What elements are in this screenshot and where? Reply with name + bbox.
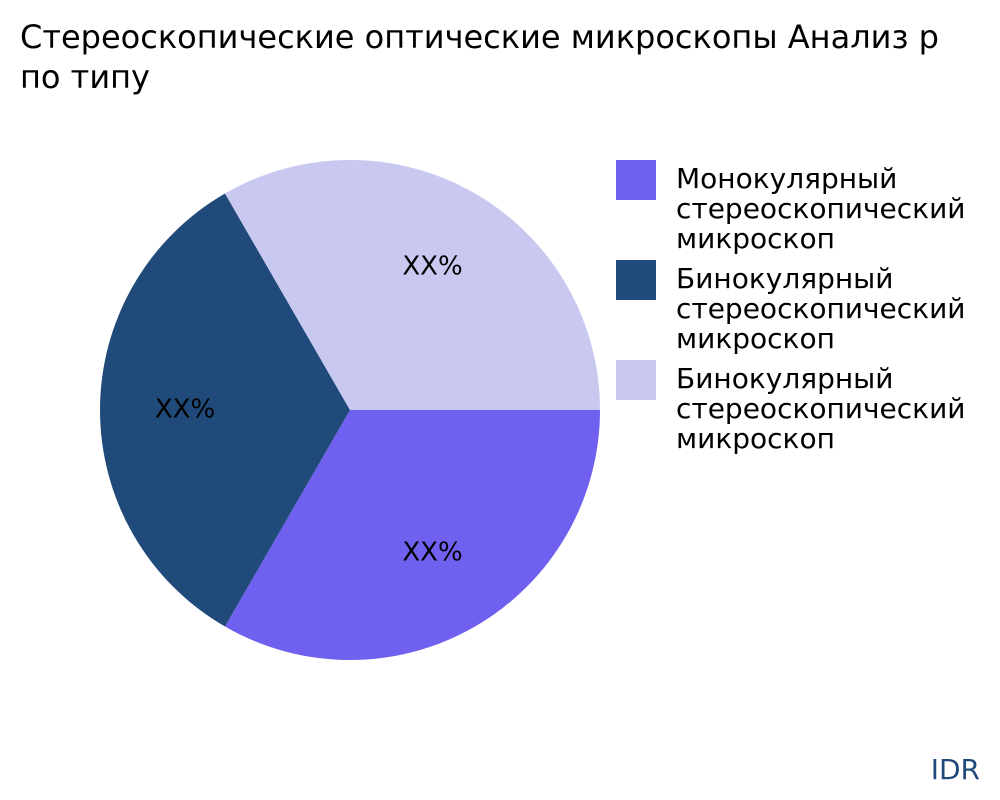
pie-slice — [225, 410, 600, 660]
pie-slice — [225, 160, 600, 410]
legend-label: Бинокулярный стереоскопический микроскоп — [676, 262, 966, 355]
legend: Монокулярный стереоскопический микроскоп… — [616, 160, 996, 460]
legend-swatch — [616, 260, 656, 300]
value-label: XX% — [402, 252, 462, 282]
legend-swatch — [616, 360, 656, 400]
value-label: XX% — [155, 395, 215, 425]
chart-title: по типу — [20, 58, 150, 96]
legend-item: Бинокулярный стереоскопический микроскоп — [616, 360, 996, 454]
legend-label: Бинокулярный стереоскопический микроскоп — [676, 362, 966, 455]
source: IDR — [930, 753, 980, 786]
chart-title: Стереоскопические оптические микроскопы … — [20, 18, 939, 56]
legend-swatch — [616, 160, 656, 200]
value-label: XX% — [402, 537, 462, 567]
legend-item: Бинокулярный стереоскопический микроскоп — [616, 260, 996, 354]
legend-label: Монокулярный стереоскопический микроскоп — [676, 162, 966, 255]
legend-item: Монокулярный стереоскопический микроскоп — [616, 160, 996, 254]
